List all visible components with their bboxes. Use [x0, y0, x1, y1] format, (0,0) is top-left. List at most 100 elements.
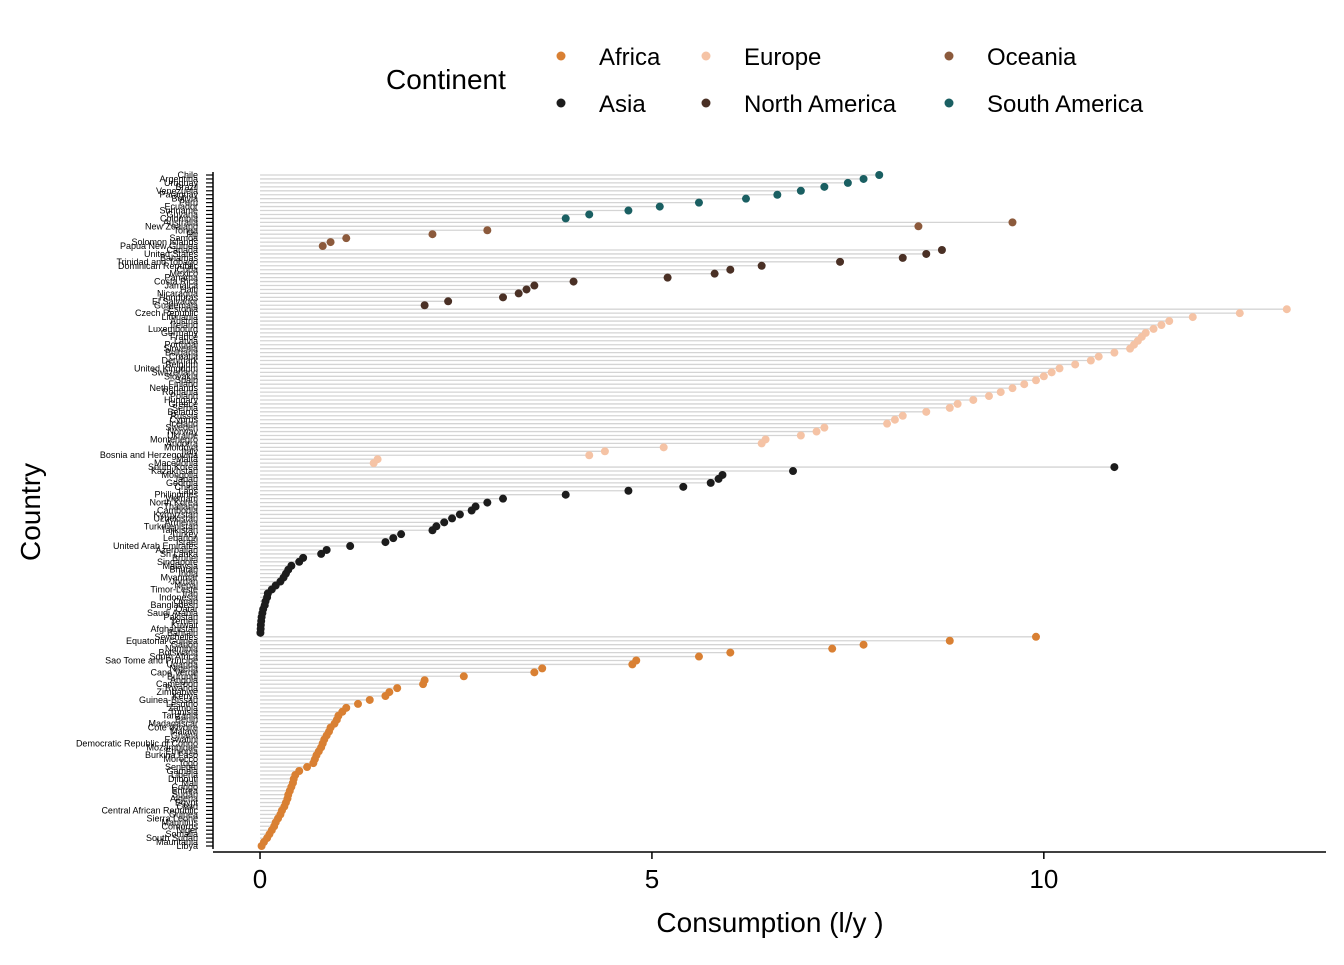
y-tick-label: Algeria: [170, 794, 198, 804]
data-point: [984, 392, 993, 401]
y-tick-label: Qatar: [175, 604, 198, 614]
y-tick-label: Costa Rica: [154, 277, 198, 287]
data-point: [914, 222, 923, 231]
y-tick-label: Australia: [163, 217, 198, 227]
y-tick-label: Pakistan: [163, 612, 198, 622]
data-point: [483, 498, 492, 507]
data-point: [1235, 309, 1244, 318]
y-tick-label: Spain: [175, 375, 198, 385]
y-tick-label: Guyana: [166, 209, 198, 219]
y-tick-label: South Korea: [148, 462, 198, 472]
data-point: [706, 478, 715, 487]
legend-key: [556, 98, 566, 108]
y-tick-label: United States: [144, 249, 199, 259]
y-tick-label: Eritrea: [171, 786, 198, 796]
y-tick-label: Egypt: [175, 798, 199, 808]
data-point: [694, 198, 703, 207]
y-tick-label: Tonga: [173, 225, 198, 235]
legend-key: [701, 98, 711, 108]
y-tick-label: Lebanon: [163, 533, 198, 543]
data-point: [859, 174, 868, 183]
data-point: [969, 395, 978, 404]
y-tick-label: Morocco: [163, 754, 198, 764]
y-tick-label: Ghana: [171, 730, 198, 740]
y-tick-label: Sudan: [172, 790, 198, 800]
y-tick-label: Philippines: [154, 490, 198, 500]
data-point: [295, 557, 304, 566]
y-tick-label: Afghanistan: [150, 624, 198, 634]
y-tick-label: Slovakia: [164, 371, 198, 381]
y-tick-label: Cape Verde: [150, 667, 198, 677]
y-tick-label: Eswatini: [164, 734, 198, 744]
x-tick-label: 10: [1029, 864, 1058, 894]
y-tick-label: El Salvador: [152, 296, 198, 306]
data-point: [996, 388, 1005, 397]
y-tick-label: Ireland: [170, 320, 198, 330]
y-tick-label: Dominican Republic: [118, 261, 199, 271]
x-axis: 0 5 10: [213, 851, 1326, 894]
y-tick-label: Malawi: [170, 727, 198, 737]
y-tick-label: Fiji: [187, 229, 199, 239]
y-tick-label: Uzbekistan: [153, 513, 198, 523]
y-tick-label: United Kingdom: [134, 363, 198, 373]
y-tick-label: Mauritius: [161, 817, 198, 827]
data-point: [836, 257, 845, 266]
data-point: [1149, 324, 1158, 333]
data-point: [726, 265, 735, 274]
y-tick-label: Bangladesh: [150, 600, 198, 610]
y-axis-title: Country: [15, 463, 46, 561]
y-tick-label: Tanzania: [162, 711, 198, 721]
y-tick-label: Panama: [164, 273, 198, 283]
y-tick-label: Ethiopia: [165, 746, 198, 756]
data-point: [397, 530, 406, 539]
y-tick-label: Ukraine: [167, 431, 198, 441]
y-tick-label: Democratic Republic of Congo: [76, 738, 198, 748]
y-tick-label: Honduras: [159, 292, 199, 302]
y-tick-label: Montenegro: [150, 434, 198, 444]
y-tick-label: Turkey: [171, 529, 199, 539]
y-tick-label: Malta: [176, 454, 198, 464]
y-tick-label: Bosnia and Herzegovina: [100, 450, 198, 460]
y-tick-label: Austria: [170, 316, 198, 326]
y-tick-label: Tunisia: [169, 707, 198, 717]
y-tick-label: Madagascar: [148, 719, 198, 729]
legend-entry: North America: [701, 91, 897, 118]
y-tick-label: Senegal: [165, 762, 198, 772]
y-tick-label: Bahrain: [167, 628, 198, 638]
data-point: [1126, 344, 1135, 353]
data-point: [318, 242, 327, 251]
data-point: [1086, 356, 1095, 365]
y-tick-label: Sweden: [165, 423, 198, 433]
data-point: [455, 510, 464, 519]
y-tick-label: Cyprus: [169, 415, 198, 425]
y-tick-label: Suriname: [159, 206, 198, 216]
data-point: [710, 269, 719, 278]
y-tick-label: Jordan: [170, 577, 198, 587]
y-tick-label: Myanmar: [160, 573, 198, 583]
y-tick-label: Laos: [178, 486, 198, 496]
legend-entry: Africa: [556, 44, 661, 71]
stems: [260, 174, 1287, 847]
data-point: [369, 459, 378, 468]
y-tick-label: Liberia: [171, 770, 198, 780]
y-tick-label: Seychelles: [154, 632, 198, 642]
data-point: [1110, 463, 1119, 472]
legend-label: Asia: [599, 91, 646, 118]
data-point: [303, 763, 312, 772]
y-tick-label: Lesotho: [166, 699, 198, 709]
legend-entry: South America: [944, 91, 1144, 118]
y-tick-label: Djibouti: [168, 774, 198, 784]
y-tick-label: Kenya: [172, 691, 198, 701]
data-point: [922, 249, 931, 258]
data-point: [420, 301, 429, 310]
y-tick-label: Guatemala: [154, 300, 198, 310]
y-tick-label: Luxembourg: [148, 324, 198, 334]
data-point: [624, 486, 633, 495]
y-tick-label: New Zealand: [145, 221, 198, 231]
data-point: [1020, 380, 1029, 389]
y-tick-label: Azerbaijan: [155, 545, 198, 555]
data-point: [757, 261, 766, 270]
data-point: [1031, 376, 1040, 385]
y-tick-label: Timor-Leste: [150, 584, 198, 594]
